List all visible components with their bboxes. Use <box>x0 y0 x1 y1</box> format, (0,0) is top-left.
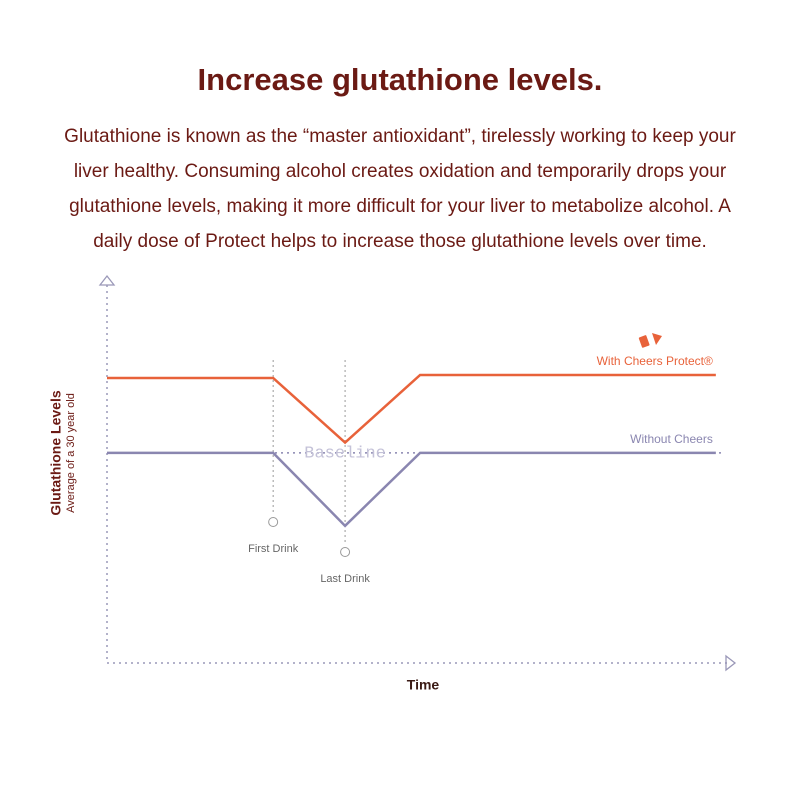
series-line <box>107 451 716 528</box>
y-axis-label: Glutathione Levels <box>48 390 64 515</box>
marker-label: Last Drink <box>320 573 370 585</box>
y-axis-arrow <box>98 274 116 286</box>
x-axis-label: Time <box>407 677 440 693</box>
chart-title: Increase glutathione levels. <box>197 62 603 97</box>
x-axis-arrow <box>725 654 737 672</box>
marker-dot <box>268 517 279 527</box>
chart-subtitle: Glutathione is known as the “master anti… <box>64 126 736 252</box>
marker-label: First Drink <box>248 543 299 555</box>
brand-icon <box>638 333 662 348</box>
legend-label: Without Cheers <box>630 432 713 446</box>
legend-label: With Cheers Protect® <box>597 354 713 368</box>
series-line <box>107 373 716 445</box>
marker-dot <box>340 547 351 557</box>
baseline-label: Baseline <box>304 444 386 463</box>
y-axis-sublabel: Average of a 30 year old <box>65 393 77 513</box>
